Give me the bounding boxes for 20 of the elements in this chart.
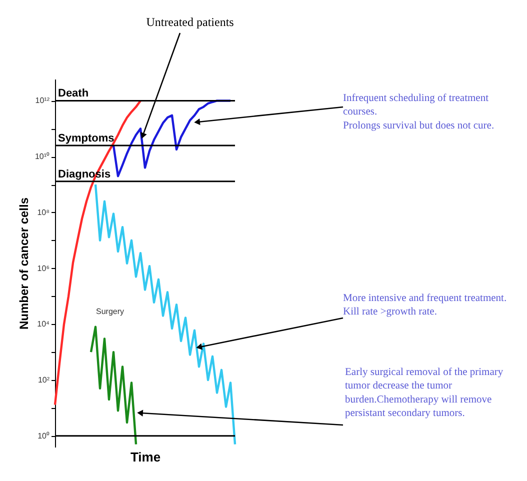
ref-line-label: Symptoms: [58, 132, 114, 144]
line-series: [54, 100, 142, 406]
line-series: [90, 326, 138, 446]
y-axis-title: Number of cancer cells: [16, 197, 31, 330]
y-tick-label: 10⁰: [38, 431, 50, 440]
annotation: Surgery: [96, 307, 124, 316]
x-axis-title: Time: [130, 450, 161, 464]
y-tick-label: 10¹²: [35, 96, 50, 106]
text: Early surgical removal of the primary tumor decrease the tumor burden.Chemotherapy will remove persistant secondary tumors.: [345, 367, 504, 419]
line-series: [112, 100, 232, 178]
text: Infrequent scheduling of treatment courses. Prolongs survival but does not cure.: [343, 93, 494, 132]
line-series: [94, 183, 236, 446]
y-tick-label: 10⁸: [37, 208, 50, 217]
y-tick-label: 10¹⁰: [34, 152, 50, 162]
y-tick-label: 10²: [38, 376, 50, 385]
y-tick-label: 10⁶: [37, 264, 50, 273]
text: Untreated patients: [146, 15, 234, 29]
text: More intensive and frequent treatment. Kill rate >growth rate.: [343, 293, 507, 318]
ref-line-label: Death: [58, 88, 89, 100]
y-tick-label: 10⁴: [37, 320, 50, 329]
